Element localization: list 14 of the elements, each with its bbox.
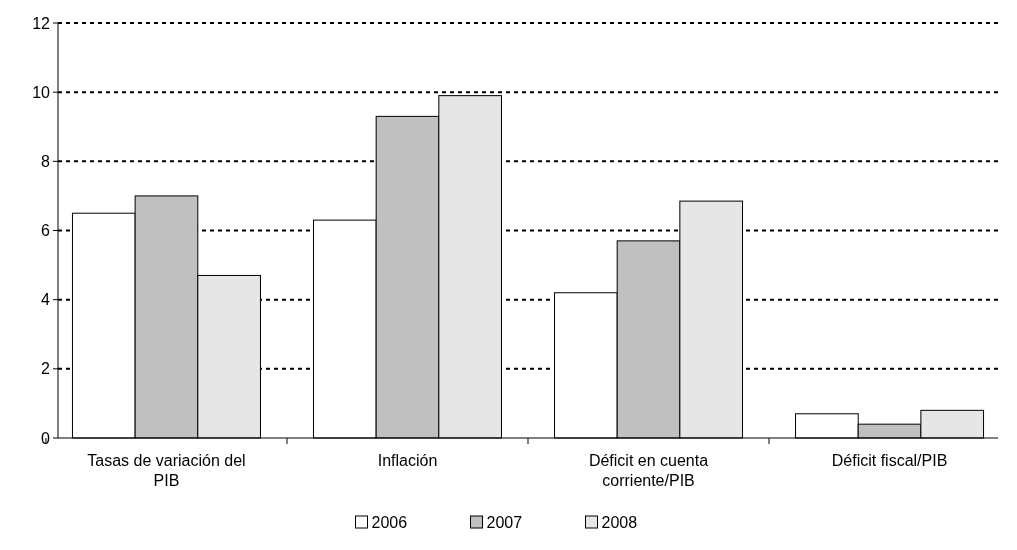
y-tick-label: 10	[32, 83, 51, 101]
y-tick-label: 8	[41, 152, 51, 170]
x-tick-label: Déficit en cuenta corriente/PIB	[588, 452, 709, 489]
x-tick-label: Déficit fiscal/PIB	[831, 452, 948, 469]
y-tick-label: 6	[41, 222, 51, 240]
legend-label: 2007	[486, 514, 523, 531]
legend-label: 2006	[371, 514, 408, 531]
y-tick-label: 0	[41, 429, 51, 447]
y-tick-label: 2	[41, 360, 51, 378]
x-tick-label: Inflación	[377, 452, 438, 469]
y-tick-label: 4	[41, 291, 51, 309]
x-tick-label: Tasas de variación del PIB	[87, 452, 246, 489]
legend-label: 2008	[601, 514, 638, 531]
y-tick-label: 12	[32, 14, 51, 32]
